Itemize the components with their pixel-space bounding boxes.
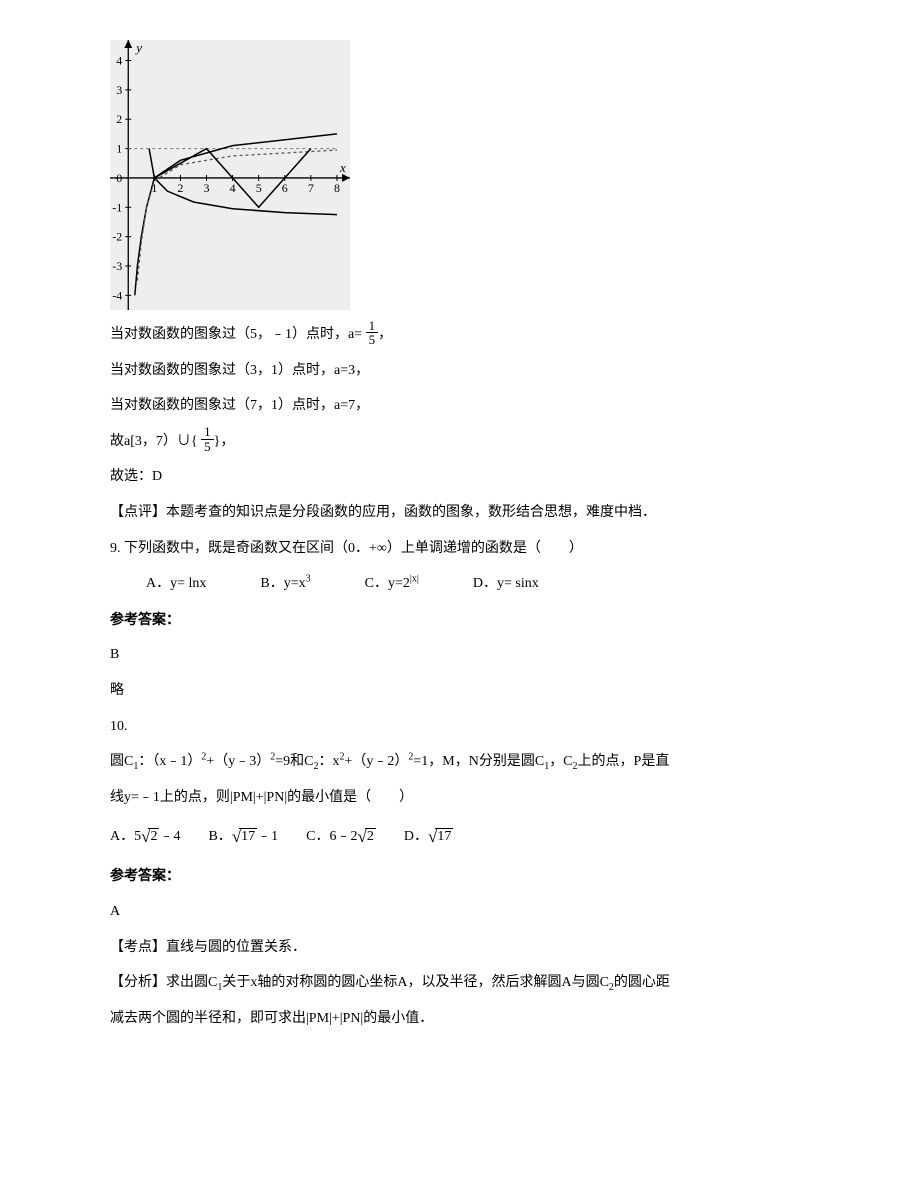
q10-num: 10. bbox=[110, 710, 810, 744]
line-hence-b: }， bbox=[214, 434, 235, 449]
q9-inf: ∞ bbox=[377, 541, 387, 556]
q10-l1-b: ：（x﹣1） bbox=[138, 754, 201, 769]
q10-line2: 线y=﹣1上的点，则|PM|+|PN|的最小值是（ ） bbox=[110, 781, 810, 815]
svg-text:-4: -4 bbox=[112, 288, 122, 302]
q9-stem: 9. 下列函数中，既是奇函数又在区间（0．+∞）上单调递增的函数是（ ） bbox=[110, 532, 810, 566]
q10-l1-d: =9和C bbox=[275, 754, 313, 769]
q9-ans: B bbox=[110, 638, 810, 672]
ref-ans-9: 参考答案： bbox=[110, 603, 810, 637]
q10-l1-a: 圆C bbox=[110, 754, 133, 769]
svg-text:-2: -2 bbox=[112, 230, 122, 244]
q10-ans: A bbox=[110, 895, 810, 929]
q9-options: A．y= lnx B．y=x3 C．y=2|x| D．y= sinx bbox=[110, 567, 810, 601]
q10-line1: 圆C1：（x﹣1）2+（y﹣3）2=9和C2：x2+（y﹣2）2=1，M，N分别… bbox=[110, 745, 810, 779]
q9-brief: 略 bbox=[110, 674, 810, 708]
sqrt-d: 17 bbox=[435, 828, 453, 844]
q10-l1-c: +（y﹣3） bbox=[206, 754, 270, 769]
q10-l1-h: ，C bbox=[549, 754, 572, 769]
q10-fenxi2: 减去两个圆的半径和，即可求出|PM|+|PN|的最小值． bbox=[110, 1002, 810, 1036]
q9-opt-a: A．y= lnx bbox=[146, 567, 206, 601]
q10-l1-i: 上的点，P是直 bbox=[578, 754, 670, 769]
q10-kaodian: 【考点】直线与圆的位置关系． bbox=[110, 931, 810, 965]
svg-text:1: 1 bbox=[116, 142, 122, 156]
q10-opt-a: A．5√2﹣4 bbox=[110, 817, 180, 858]
q9-stem-a: 9. 下列函数中，既是奇函数又在区间（0．+ bbox=[110, 541, 377, 556]
frac-num-b: 1 bbox=[201, 425, 214, 440]
ref-ans-10: 参考答案： bbox=[110, 859, 810, 893]
sqrt-a: 2 bbox=[148, 828, 159, 844]
line-pt7: 当对数函数的图象过（7，1）点时，a=7， bbox=[110, 389, 810, 423]
svg-text:4: 4 bbox=[116, 54, 122, 68]
q9-opt-b: B．y=x3 bbox=[260, 567, 310, 601]
q10-l1-f: +（y﹣2） bbox=[344, 754, 408, 769]
frac-den: 5 bbox=[366, 333, 379, 347]
svg-text:-1: -1 bbox=[112, 200, 122, 214]
sqrt-b: 17 bbox=[239, 828, 257, 844]
q10-opt-d: D．√17 bbox=[404, 817, 453, 858]
q9-opt-c: C．y=2|x| bbox=[365, 567, 419, 601]
line-pt5-text: 当对数函数的图象过（5，﹣1）点时，a= bbox=[110, 327, 362, 342]
line-choose: 故选：D bbox=[110, 460, 810, 494]
q10-fenxi: 【分析】求出圆C1关于x轴的对称圆的圆心坐标A，以及半径，然后求解圆A与圆C2的… bbox=[110, 966, 810, 1000]
svg-text:3: 3 bbox=[116, 83, 122, 97]
comma: ， bbox=[378, 327, 392, 342]
svg-text:7: 7 bbox=[308, 181, 314, 195]
q10-fx-a: 【分析】求出圆C bbox=[110, 975, 217, 990]
svg-text:0: 0 bbox=[116, 171, 122, 185]
line-pt3: 当对数函数的图象过（3，1）点时，a=3， bbox=[110, 354, 810, 388]
q10-a-suf: ﹣4 bbox=[159, 829, 180, 844]
q9-c-pre: C．y=2 bbox=[365, 576, 410, 591]
q10-a-pre: A．5 bbox=[110, 829, 141, 844]
frac-den-b: 5 bbox=[201, 440, 214, 454]
svg-text:y: y bbox=[134, 40, 142, 55]
q9-opt-d: D．y= sinx bbox=[473, 567, 539, 601]
q10-fx-b: 关于x轴的对称圆的圆心坐标A，以及半径，然后求解圆A与圆C bbox=[222, 975, 609, 990]
q9-b-pre: B．y=x bbox=[260, 576, 305, 591]
frac-num: 1 bbox=[366, 319, 379, 334]
svg-text:-3: -3 bbox=[112, 259, 122, 273]
q9-stem-b: ）上单调递增的函数是（ ） bbox=[387, 541, 583, 556]
line-comment: 【点评】本题考查的知识点是分段函数的应用，函数的图象，数形结合思想，难度中档． bbox=[110, 496, 810, 530]
line-pt5: 当对数函数的图象过（5，﹣1）点时，a= 1 5 ， bbox=[110, 318, 810, 352]
q10-fx-c: 的圆心距 bbox=[614, 975, 670, 990]
svg-text:8: 8 bbox=[334, 181, 340, 195]
q10-opt-c: C．6﹣2√2 bbox=[306, 817, 376, 858]
svg-text:5: 5 bbox=[256, 181, 262, 195]
svg-text:x: x bbox=[339, 160, 346, 175]
q10-options: A．5√2﹣4 B．√17﹣1 C．6﹣2√2 D．√17 bbox=[110, 817, 810, 858]
frac-1-5: 1 5 bbox=[366, 319, 379, 347]
function-graph: 12345678-4-3-2-101234xy bbox=[110, 40, 350, 310]
svg-text:4: 4 bbox=[230, 181, 236, 195]
line-hence-a: 故a[3，7）∪{ bbox=[110, 434, 198, 449]
svg-text:3: 3 bbox=[204, 181, 210, 195]
q9-b-sup: 3 bbox=[306, 574, 311, 585]
svg-text:2: 2 bbox=[116, 112, 122, 126]
sqrt-c: 2 bbox=[365, 828, 376, 844]
svg-text:6: 6 bbox=[282, 181, 288, 195]
q10-b-pre: B． bbox=[208, 829, 231, 844]
svg-text:2: 2 bbox=[177, 181, 183, 195]
q10-l1-g: =1，M，N分别是圆C bbox=[413, 754, 544, 769]
q10-b-suf: ﹣1 bbox=[257, 829, 278, 844]
q10-d-pre: D． bbox=[404, 829, 428, 844]
q9-c-sup: |x| bbox=[410, 574, 419, 585]
line-hence: 故a[3，7）∪{ 1 5 }， bbox=[110, 425, 810, 459]
frac-1-5b: 1 5 bbox=[201, 425, 214, 453]
q10-c-pre: C．6﹣2 bbox=[306, 829, 357, 844]
q10-opt-b: B．√17﹣1 bbox=[208, 817, 278, 858]
q10-l1-e: ：x bbox=[318, 754, 339, 769]
